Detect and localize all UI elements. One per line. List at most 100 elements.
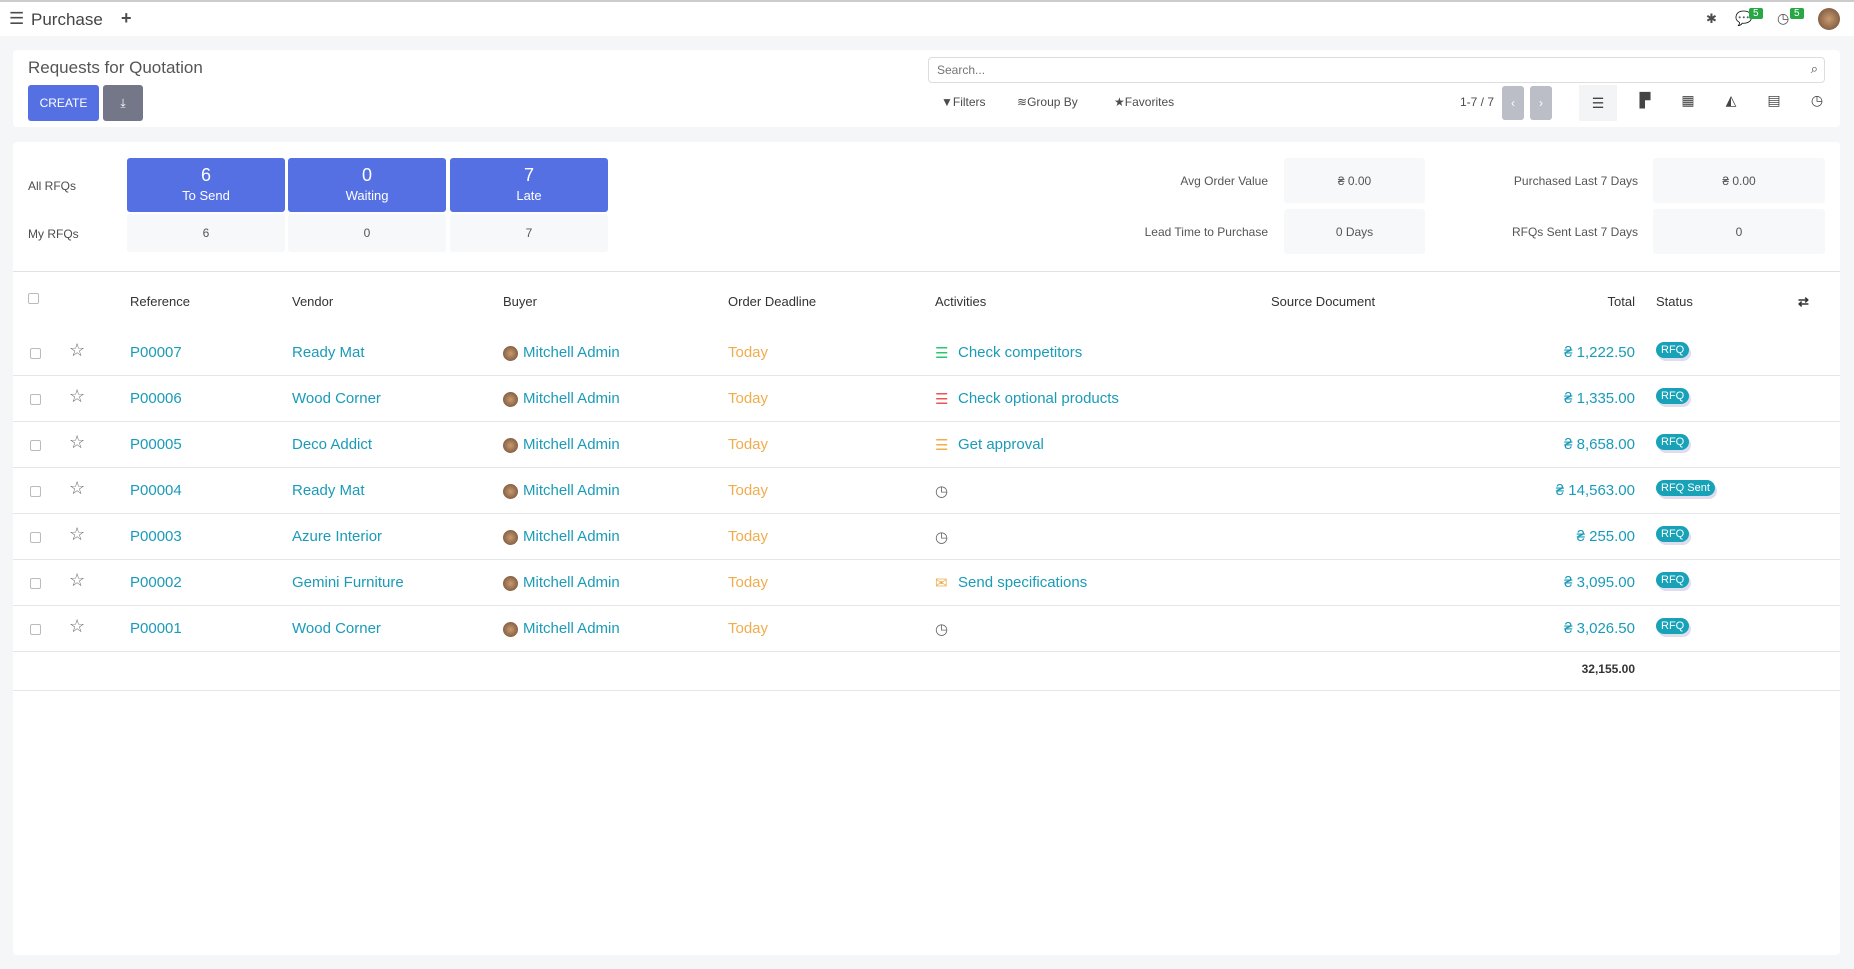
bug-icon[interactable]: ✱ (1706, 11, 1717, 26)
star-icon[interactable]: ☆ (69, 478, 86, 498)
kanban-view-icon[interactable]: ▛ (1639, 91, 1651, 108)
my-waiting[interactable]: 0 (288, 214, 446, 252)
row-checkbox[interactable] (30, 578, 41, 589)
tile-to-send[interactable]: 6 To Send (127, 158, 285, 212)
star-icon[interactable]: ☆ (69, 386, 86, 406)
reference[interactable]: P00003 (130, 528, 182, 545)
table-row[interactable]: ☆ P00001 Wood Corner Mitchell Admin Toda… (13, 606, 1840, 652)
clock-icon[interactable]: ◷ (935, 529, 949, 546)
deadline: Today (728, 344, 769, 361)
vendor[interactable]: Deco Addict (292, 436, 373, 453)
buyer[interactable]: Mitchell Admin (523, 344, 620, 361)
header-deadline[interactable]: Order Deadline (728, 294, 817, 309)
header-source[interactable]: Source Document (1271, 294, 1376, 309)
clock-icon[interactable]: ◷ (935, 621, 949, 638)
activity-summary[interactable]: Check competitors (958, 344, 1083, 361)
list-icon[interactable]: ☰ (935, 345, 949, 362)
buyer[interactable]: Mitchell Admin (523, 390, 620, 407)
app-title[interactable]: Purchase (31, 10, 103, 29)
row-checkbox[interactable] (30, 394, 41, 405)
calendar-view-icon[interactable]: ▤ (1767, 91, 1781, 108)
buyer[interactable]: Mitchell Admin (523, 574, 620, 591)
table-row[interactable]: ☆ P00007 Ready Mat Mitchell Admin Today … (13, 330, 1840, 376)
list-icon[interactable]: ☰ (935, 391, 949, 408)
activity-view-icon[interactable]: ◷ (1810, 91, 1824, 108)
table-row[interactable]: ☆ P00005 Deco Addict Mitchell Admin Toda… (13, 422, 1840, 468)
pager-value[interactable]: 1-7 / 7 (1460, 95, 1495, 109)
group-by-button[interactable]: ≋Group By (1017, 95, 1078, 109)
table-row[interactable]: ☆ P00003 Azure Interior Mitchell Admin T… (13, 514, 1840, 560)
activity-clock-icon[interactable]: ◷ (1777, 10, 1790, 26)
vendor[interactable]: Azure Interior (292, 528, 383, 545)
row-checkbox[interactable] (30, 440, 41, 451)
tile-waiting[interactable]: 0 Waiting (288, 158, 446, 212)
reference[interactable]: P00001 (130, 620, 182, 637)
header-total[interactable]: Total (1607, 294, 1635, 309)
buyer[interactable]: Mitchell Admin (523, 620, 620, 637)
reference[interactable]: P00006 (130, 390, 182, 407)
list-icon[interactable]: ☰ (935, 437, 949, 454)
total: ₴ 8,658.00 (1564, 436, 1635, 453)
search-icon[interactable]: ⌕ (1810, 61, 1818, 76)
list-view-icon[interactable]: ☰ (1579, 85, 1617, 121)
star-icon[interactable]: ☆ (69, 432, 86, 452)
create-button[interactable]: CREATE (28, 85, 99, 121)
chat-icon[interactable]: 💬 (1735, 10, 1753, 26)
divider (13, 271, 1840, 272)
vendor[interactable]: Wood Corner (292, 620, 381, 637)
star-icon[interactable]: ☆ (69, 524, 86, 544)
my-late[interactable]: 7 (450, 214, 608, 252)
activity-summary[interactable]: Send specifications (958, 574, 1088, 591)
select-all-checkbox[interactable] (28, 293, 39, 304)
chevron-left-icon: ‹ (1511, 96, 1515, 110)
vendor[interactable]: Ready Mat (292, 482, 365, 499)
my-to-send[interactable]: 6 (127, 214, 285, 252)
star-icon: ★ (1114, 95, 1125, 109)
header-status[interactable]: Status (1656, 294, 1693, 309)
reference[interactable]: P00004 (130, 482, 182, 499)
row-checkbox[interactable] (30, 532, 41, 543)
activity-summary[interactable]: Get approval (958, 436, 1044, 453)
activity-summary[interactable]: Check optional products (958, 390, 1119, 407)
clock-icon[interactable]: ◷ (935, 483, 949, 500)
table-row[interactable]: ☆ P00006 Wood Corner Mitchell Admin Toda… (13, 376, 1840, 422)
pager-previous-button[interactable]: ‹ (1502, 86, 1524, 120)
star-icon[interactable]: ☆ (69, 570, 86, 590)
reference[interactable]: P00002 (130, 574, 182, 591)
table-row[interactable]: ☆ P00004 Ready Mat Mitchell Admin Today … (13, 468, 1840, 514)
header-vendor[interactable]: Vendor (292, 294, 334, 309)
graph-view-icon[interactable]: ◭ (1725, 91, 1737, 108)
vendor[interactable]: Gemini Furniture (292, 574, 404, 591)
favorites-button[interactable]: ★Favorites (1114, 95, 1174, 109)
header-activities[interactable]: Activities (935, 294, 987, 309)
filters-button[interactable]: ▼Filters (941, 95, 986, 109)
row-checkbox[interactable] (30, 624, 41, 635)
user-avatar[interactable] (1818, 8, 1840, 30)
table-row[interactable]: ☆ P00002 Gemini Furniture Mitchell Admin… (13, 560, 1840, 606)
row-checkbox[interactable] (30, 486, 41, 497)
vendor[interactable]: Ready Mat (292, 344, 365, 361)
activities-count-badge: 5 (1790, 8, 1804, 19)
buyer[interactable]: Mitchell Admin (523, 482, 620, 499)
reference[interactable]: P00005 (130, 436, 182, 453)
buyer[interactable]: Mitchell Admin (523, 436, 620, 453)
vendor[interactable]: Wood Corner (292, 390, 381, 407)
row-checkbox[interactable] (30, 348, 41, 359)
total: ₴ 1,335.00 (1564, 390, 1635, 407)
chevron-right-icon: › (1539, 96, 1543, 110)
menu-icon[interactable]: ☰ (9, 9, 25, 28)
optional-columns-icon[interactable]: ⇄ (1798, 294, 1809, 309)
envelope-icon[interactable]: ✉ (935, 575, 948, 592)
star-icon[interactable]: ☆ (69, 340, 86, 360)
add-icon[interactable]: + (121, 8, 132, 28)
header-reference[interactable]: Reference (130, 294, 190, 309)
tile-late[interactable]: 7 Late (450, 158, 608, 212)
reference[interactable]: P00007 (130, 344, 182, 361)
star-icon[interactable]: ☆ (69, 616, 86, 636)
buyer[interactable]: Mitchell Admin (523, 528, 620, 545)
search-input[interactable] (937, 61, 1787, 79)
pager-next-button[interactable]: › (1530, 86, 1552, 120)
download-button[interactable]: ⤓ (103, 85, 143, 121)
pivot-view-icon[interactable]: ▦ (1681, 91, 1695, 108)
header-buyer[interactable]: Buyer (503, 294, 537, 309)
